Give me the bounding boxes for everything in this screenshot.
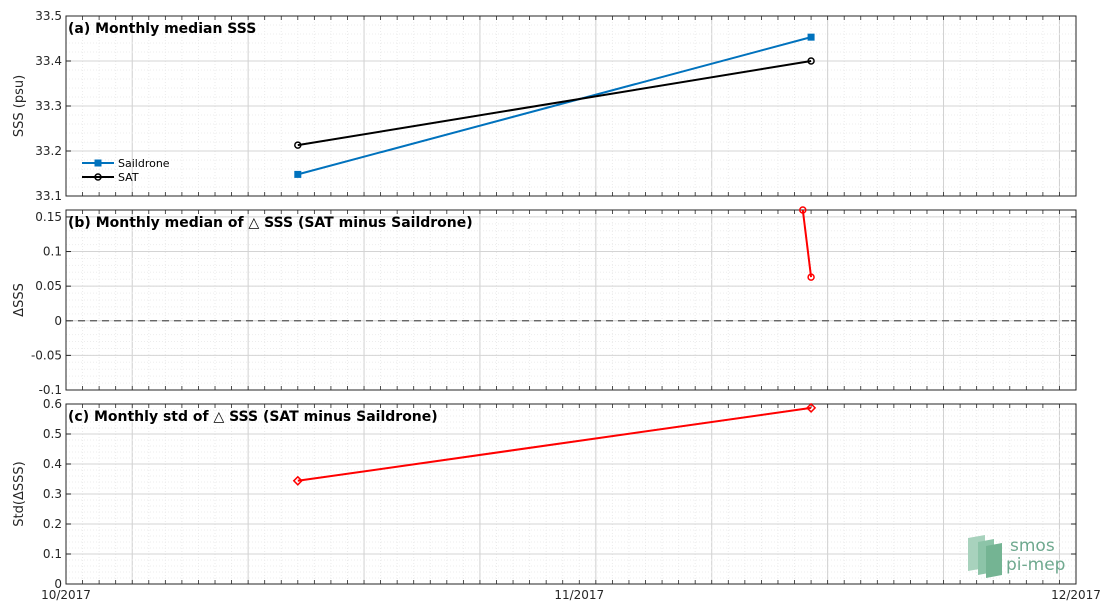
y-tick-label: 0.2 bbox=[43, 517, 62, 531]
y-tick-label: 0.1 bbox=[43, 245, 62, 259]
data-point bbox=[807, 57, 815, 65]
logo-line1: smos bbox=[1010, 536, 1055, 556]
series-delta bbox=[292, 402, 817, 486]
y-tick-label: 0.3 bbox=[43, 487, 62, 501]
axes-box bbox=[65, 15, 1077, 197]
series-saildrone bbox=[294, 33, 815, 178]
x-tick-label: 12/2017 bbox=[1051, 588, 1101, 602]
y-tick-label: 0.6 bbox=[43, 397, 62, 411]
axes-box bbox=[65, 403, 1077, 585]
data-point bbox=[294, 141, 302, 149]
axes-box bbox=[65, 209, 1077, 391]
series-sat bbox=[294, 57, 815, 149]
legend-label: Saildrone bbox=[118, 157, 170, 170]
series-delta bbox=[799, 206, 815, 281]
x-tick-label: 10/2017 bbox=[41, 588, 91, 602]
x-tick-label: 11/2017 bbox=[554, 588, 604, 602]
data-point bbox=[292, 475, 303, 486]
series-line bbox=[297, 406, 812, 482]
legend-label: SAT bbox=[118, 171, 139, 184]
panel-a: 33.1 33.2 33.3 33.4 33.5 (a) Monthly median S… bbox=[12, 9, 1077, 203]
smos-pi-mep-logo: smos pi-mep bbox=[968, 535, 1065, 578]
y-tick-label: 33.2 bbox=[35, 144, 62, 158]
data-point bbox=[806, 402, 817, 413]
logo-line2: pi-mep bbox=[1006, 555, 1065, 575]
y-tick-label: 0 bbox=[54, 577, 62, 591]
legend-marker bbox=[94, 173, 102, 181]
y-tick-label: 33.4 bbox=[35, 54, 62, 68]
y-tick-label: 0.15 bbox=[35, 210, 62, 224]
y-axis-label: Std(ΔSSS) bbox=[12, 461, 27, 526]
y-tick-label: 0.05 bbox=[35, 279, 62, 293]
y-tick-label: 33.3 bbox=[35, 99, 62, 113]
y-tick-label: -0.1 bbox=[39, 383, 62, 397]
panel-b: -0.1 -0.05 0 0.05 0.1 0.15 (b) Monthly median … bbox=[12, 206, 1077, 397]
y-tick-label: 0 bbox=[54, 314, 62, 328]
data-point bbox=[807, 33, 815, 41]
panel-title: (c) Monthly std of △ SSS (SAT minus Sail… bbox=[68, 409, 438, 425]
panels: 33.1 33.2 33.3 33.4 33.5 (a) Monthly median S… bbox=[12, 9, 1077, 591]
series-line bbox=[801, 209, 813, 278]
y-tick-label: 33.5 bbox=[35, 9, 62, 23]
data-point bbox=[799, 206, 807, 214]
y-tick-label: 0.1 bbox=[43, 547, 62, 561]
y-tick-label: 0.4 bbox=[43, 457, 62, 471]
y-axis-label: SSS (psu) bbox=[12, 75, 27, 137]
y-tick-label: -0.05 bbox=[31, 348, 62, 362]
y-tick-label: 0.5 bbox=[43, 427, 62, 441]
panel-title: (a) Monthly median SSS bbox=[68, 21, 256, 37]
logo-mark bbox=[968, 535, 1002, 578]
panel-title: (b) Monthly median of △ SSS (SAT minus S… bbox=[68, 215, 473, 231]
panel-c: 0 0.1 0.2 0.3 0.4 0.5 0.6 (c) Monthly std of △ … bbox=[12, 397, 1077, 591]
data-point bbox=[807, 273, 815, 281]
series-line bbox=[297, 36, 812, 176]
x-axis: 10/2017 11/2017 12/2017 bbox=[41, 588, 1101, 602]
series-line bbox=[297, 60, 812, 147]
y-axis-label: ΔSSS bbox=[12, 283, 27, 317]
legend-marker bbox=[94, 159, 102, 167]
data-point bbox=[294, 170, 302, 178]
y-tick-label: 33.1 bbox=[35, 189, 62, 203]
